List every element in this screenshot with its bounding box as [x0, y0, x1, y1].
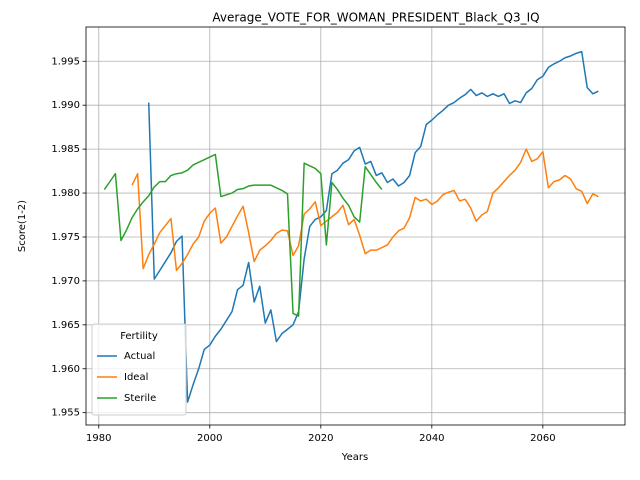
y-tick-label: 1.980	[51, 188, 80, 199]
y-tick-label: 1.960	[51, 364, 80, 375]
y-tick-label: 1.965	[51, 320, 80, 331]
legend-box	[91, 323, 187, 416]
legend-label: Sterile	[124, 393, 156, 404]
legend-label: Ideal	[124, 372, 148, 383]
axes-frame	[85, 26, 626, 426]
y-tick-label: 1.975	[51, 232, 80, 243]
legend-label: Actual	[124, 351, 155, 362]
series-line	[147, 50, 599, 403]
legend-title: Fertility	[120, 331, 158, 342]
y-tick-label: 1.995	[51, 56, 80, 67]
x-tick-label: 1980	[86, 433, 111, 444]
x-axis-label: Years	[341, 452, 368, 463]
x-tick-label: 2020	[308, 433, 333, 444]
x-tick-label: 2060	[530, 433, 555, 444]
x-tick-label: 2040	[419, 433, 444, 444]
y-tick-label: 1.970	[51, 276, 80, 287]
y-tick-label: 1.990	[51, 100, 80, 111]
y-axis-label: Score(1-2)	[17, 200, 28, 252]
y-tick-label: 1.985	[51, 144, 80, 155]
chart-title: Average_VOTE_FOR_WOMAN_PRESIDENT_Black_Q…	[212, 11, 539, 25]
y-tick-label: 1.955	[51, 408, 80, 419]
series-line	[103, 153, 383, 317]
series-line	[131, 148, 599, 272]
x-tick-label: 2000	[197, 433, 222, 444]
